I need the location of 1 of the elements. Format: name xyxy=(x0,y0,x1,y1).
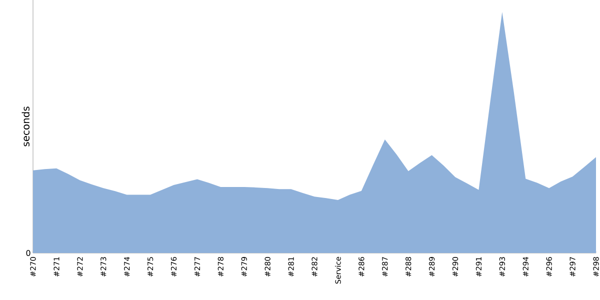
y-axis-title: seconds xyxy=(22,106,30,146)
